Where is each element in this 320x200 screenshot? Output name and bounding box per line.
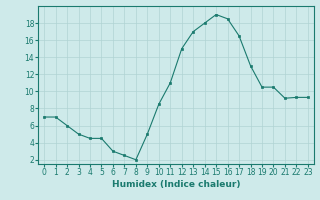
X-axis label: Humidex (Indice chaleur): Humidex (Indice chaleur) xyxy=(112,180,240,189)
